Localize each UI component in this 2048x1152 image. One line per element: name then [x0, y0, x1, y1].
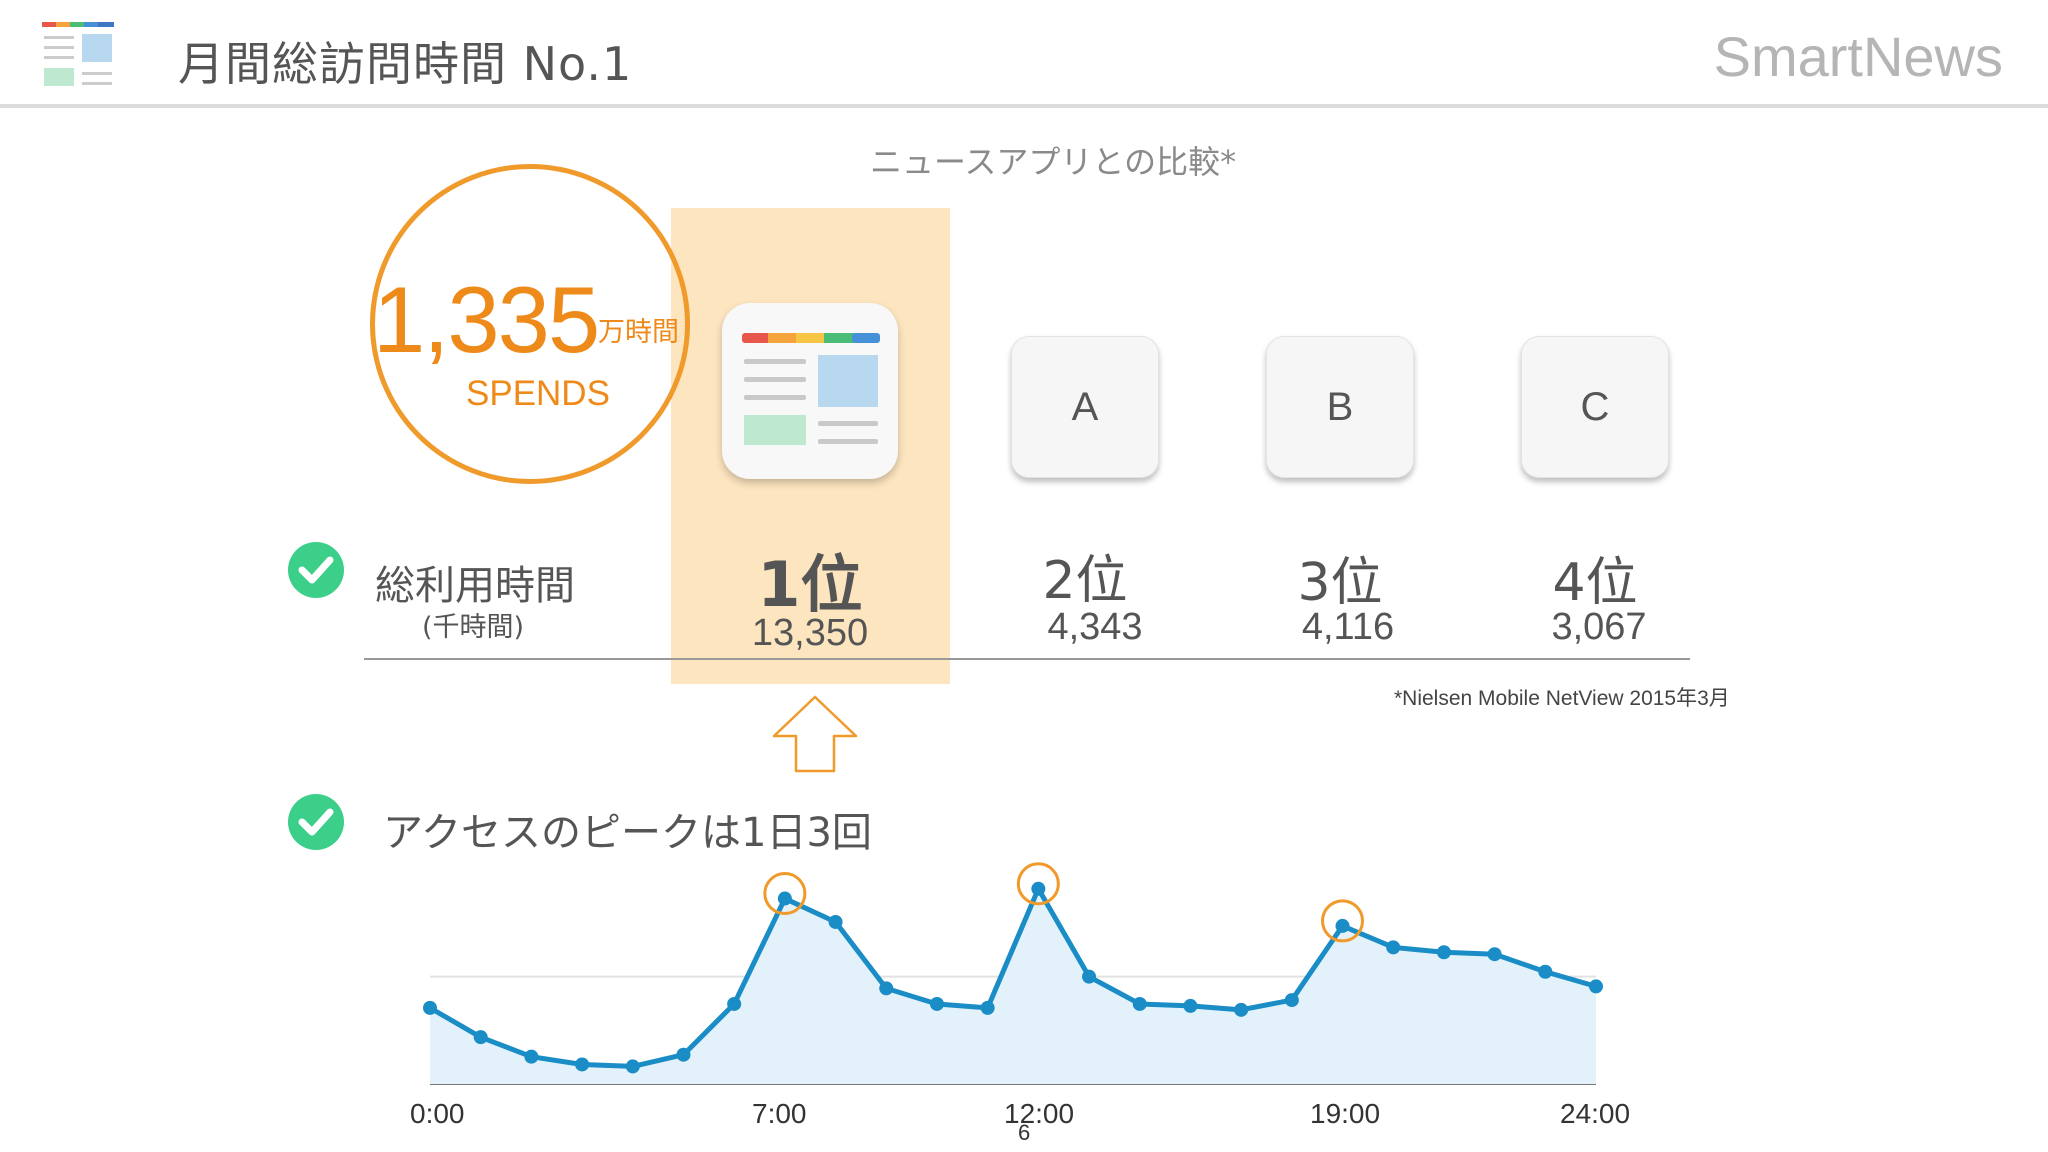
rank-3-value: 4,116	[1301, 606, 1395, 648]
data-point	[879, 981, 894, 996]
page-title: 月間総訪問時間 No.1	[178, 37, 633, 91]
data-point	[625, 1059, 640, 1074]
check-icon	[288, 794, 344, 850]
header-divider	[0, 104, 2048, 108]
app-tile-a-label: A	[1071, 385, 1099, 429]
data-point	[1487, 947, 1502, 962]
data-point	[1132, 996, 1147, 1011]
data-point	[828, 914, 843, 929]
x-tick: 0:00	[410, 1098, 465, 1129]
data-point	[1082, 969, 1097, 984]
rank-4: 4位	[1552, 553, 1638, 613]
peak-marker	[1321, 899, 1365, 943]
app-tile-c-label: C	[1580, 385, 1610, 429]
data-point	[1183, 998, 1198, 1013]
rank-1: 1位	[757, 548, 863, 621]
rank-3: 3位	[1297, 553, 1383, 613]
data-point	[980, 1000, 995, 1015]
data-point	[1386, 940, 1401, 955]
data-point	[423, 1000, 437, 1015]
x-tick: 12:00	[1004, 1098, 1075, 1129]
data-point	[473, 1030, 488, 1045]
peak-marker	[763, 872, 807, 916]
check-icon	[288, 542, 344, 598]
smartnews-app-icon	[42, 22, 114, 86]
data-point	[929, 996, 944, 1011]
series-line	[428, 886, 1597, 1069]
spends-value: 1,335	[373, 267, 600, 372]
app-tile-c	[1521, 336, 1669, 478]
peak-label: アクセスのピークは1日3回	[383, 810, 872, 856]
x-tick: 7:00	[752, 1098, 807, 1129]
spends-circle	[370, 164, 690, 484]
total-usage-label: 総利用時間	[375, 563, 575, 609]
data-point	[1234, 1002, 1249, 1017]
ranking-divider	[364, 658, 1690, 660]
x-tick: 19:00	[1310, 1098, 1381, 1129]
peak-marker	[1016, 862, 1060, 906]
data-point	[777, 891, 792, 906]
app-tile-b-label: B	[1326, 385, 1354, 429]
data-point	[1031, 881, 1046, 896]
comparison-subtitle: ニュースアプリとの比較*	[870, 143, 1237, 181]
up-arrow-icon	[770, 694, 860, 778]
source-note: *Nielsen Mobile NetView 2015年3月	[1394, 687, 1730, 710]
series-area	[430, 888, 1596, 1084]
data-point	[524, 1049, 539, 1064]
spends-label: SPENDS	[466, 374, 610, 413]
spends-unit: 万時間	[598, 317, 679, 348]
brand-logo-text: SmartNews	[1713, 25, 2003, 88]
app-tile-a	[1011, 336, 1159, 478]
data-point	[1436, 945, 1451, 960]
total-usage-unit: (千時間)	[422, 612, 525, 643]
data-point	[1335, 918, 1350, 933]
data-point	[1589, 979, 1603, 994]
data-point	[1284, 993, 1299, 1008]
data-point	[1538, 964, 1553, 979]
data-point	[575, 1057, 590, 1072]
rank-4-value: 3,067	[1551, 606, 1647, 648]
rank-2-value: 4,343	[1047, 606, 1143, 648]
data-point	[727, 996, 742, 1011]
rank-1-value: 13,350	[751, 612, 869, 654]
header-logo	[40, 20, 118, 92]
data-point	[676, 1047, 691, 1062]
app-tile-b	[1266, 336, 1414, 478]
smartnews-app-tile	[722, 303, 898, 479]
rank-2: 2位	[1042, 551, 1128, 611]
x-tick: 24:00	[1560, 1098, 1631, 1129]
smartnews-app-icon	[742, 333, 880, 445]
page-number: 6	[1018, 1120, 1031, 1145]
